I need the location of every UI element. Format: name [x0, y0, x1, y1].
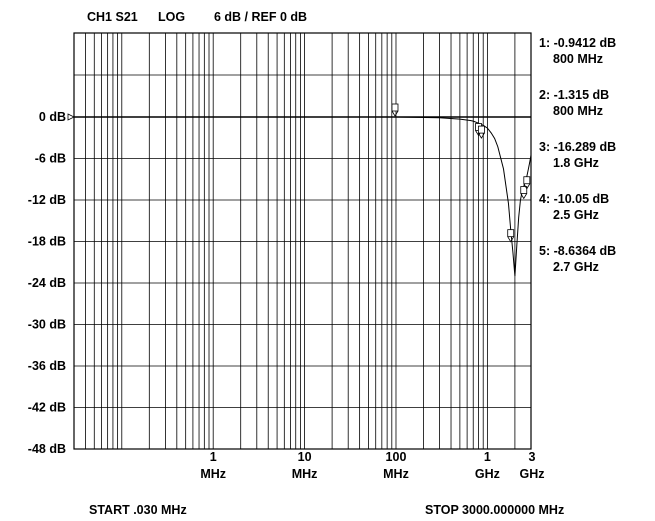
y-tick-label: -36 dB: [28, 359, 66, 373]
marker-readout-4: 4: -10.05 dB: [539, 192, 609, 206]
plot-frame: [73, 32, 532, 450]
trace-marker-5: [523, 176, 531, 190]
marker-frequency-4: 2.5 GHz: [553, 208, 599, 222]
y-tick-label: -18 dB: [28, 235, 66, 249]
trace-marker-4: [520, 186, 528, 200]
y-tick-label: -24 dB: [28, 276, 66, 290]
y-tick-label: -48 dB: [28, 442, 66, 456]
x-tick-unit: MHz: [383, 467, 409, 481]
x-axis-labels: 1 MHz 10 MHz 100 MHz 1 GHz 3 GHz: [200, 450, 544, 481]
x-tick-unit: GHz: [520, 467, 545, 481]
trace-marker-2: [478, 125, 485, 139]
marker-readout-5: 5: -8.6364 dB: [539, 244, 616, 258]
s21-trace: [74, 116, 532, 277]
y-tick-label: -12 dB: [28, 193, 66, 207]
reference-arrow-icon: [67, 113, 75, 121]
grid: [74, 33, 531, 450]
marker-readout-1: 1: -0.9412 dB: [539, 36, 616, 50]
y-axis-labels: 0 dB -6 dB -12 dB -18 dB -24 dB -30 dB -36 dB -…: [28, 110, 75, 456]
x-tick-unit: MHz: [292, 467, 318, 481]
marker-readouts: 1: -0.9412 dB 800 MHz 2: -1.315 dB 800 MHz 3…: [539, 36, 616, 274]
y-tick-label: -42 dB: [28, 401, 66, 415]
reference-marker-icon: [391, 103, 399, 117]
marker-frequency-3: 1.8 GHz: [553, 156, 599, 170]
x-tick-value: 100: [386, 450, 407, 464]
marker-readout-2: 2: -1.315 dB: [539, 88, 609, 102]
x-tick-value: 1: [484, 450, 491, 464]
x-tick-unit: GHz: [475, 467, 500, 481]
y-tick-label: 0 dB: [39, 110, 66, 124]
trace-markers: [391, 103, 531, 243]
y-tick-label: -6 dB: [35, 152, 66, 166]
marker-frequency-2: 800 MHz: [553, 104, 603, 118]
x-tick-value: 3: [529, 450, 536, 464]
start-frequency: START .030 MHz: [89, 503, 187, 517]
y-tick-label: -30 dB: [28, 318, 66, 332]
channel-label: CH1 S21: [87, 10, 138, 24]
marker-frequency-5: 2.7 GHz: [553, 260, 599, 274]
marker-readout-3: 3: -16.289 dB: [539, 140, 616, 154]
x-tick-value: 1: [210, 450, 217, 464]
format-label: LOG: [158, 10, 185, 24]
scale-label: 6 dB / REF 0 dB: [214, 10, 307, 24]
marker-frequency-1: 800 MHz: [553, 52, 603, 66]
trace-marker-3: [507, 229, 515, 243]
x-tick-unit: MHz: [200, 467, 226, 481]
x-tick-value: 10: [298, 450, 312, 464]
stop-frequency: STOP 3000.000000 MHz: [425, 503, 564, 517]
